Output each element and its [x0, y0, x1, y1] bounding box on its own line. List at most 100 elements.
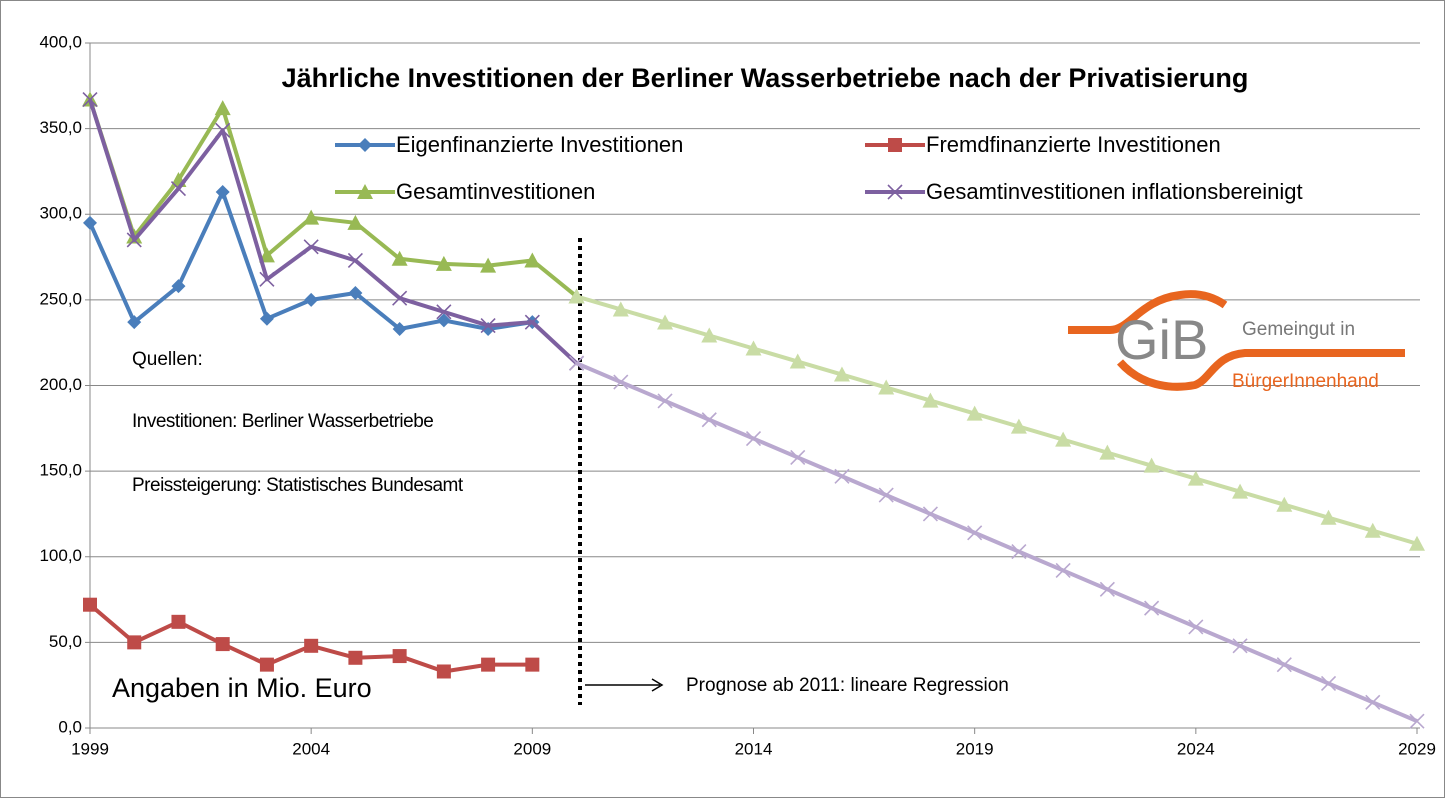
- marker: [392, 290, 408, 306]
- marker: [215, 184, 230, 199]
- marker: [613, 374, 629, 390]
- marker: [1364, 522, 1381, 538]
- marker: [480, 257, 497, 273]
- marker: [1320, 509, 1337, 525]
- series-line: [576, 294, 1418, 546]
- marker: [435, 255, 452, 271]
- marker: [745, 340, 762, 356]
- series-line: [88, 98, 578, 365]
- marker: [392, 649, 407, 664]
- marker: [171, 279, 186, 294]
- legend-marker: [887, 184, 903, 200]
- marker: [215, 637, 230, 652]
- marker: [657, 314, 674, 330]
- annotation: Quellen:: [132, 349, 203, 370]
- y-tick-label: 400,0: [39, 32, 82, 51]
- marker: [878, 379, 895, 395]
- legend-marker: [888, 138, 902, 152]
- marker: [215, 122, 231, 138]
- marker: [1365, 694, 1381, 710]
- series-line: [88, 98, 578, 299]
- marker: [657, 393, 673, 409]
- marker: [1320, 675, 1337, 692]
- marker: [701, 327, 718, 343]
- y-tick-label: 300,0: [39, 204, 82, 223]
- legend-label: Gesamtinvestitionen: [396, 179, 595, 204]
- marker: [436, 664, 451, 679]
- marker: [1010, 418, 1027, 434]
- marker: [524, 252, 541, 268]
- marker: [612, 301, 629, 317]
- marker: [1276, 496, 1293, 512]
- y-tick-label: 100,0: [39, 546, 82, 565]
- marker: [568, 288, 585, 304]
- marker: [304, 292, 319, 307]
- marker: [569, 355, 585, 371]
- marker: [701, 412, 717, 428]
- marker: [304, 638, 319, 653]
- chart-title: Jährliche Investitionen der Berliner Was…: [282, 63, 1249, 93]
- marker: [259, 271, 275, 287]
- marker: [1143, 457, 1160, 473]
- y-tick-label: 200,0: [39, 375, 82, 394]
- marker: [745, 431, 762, 447]
- series-line: [575, 361, 1418, 723]
- marker: [127, 315, 142, 330]
- marker: [436, 313, 451, 328]
- annotation: Prognose ab 2011: lineare Regression: [686, 675, 1009, 696]
- marker: [1144, 600, 1160, 616]
- marker: [303, 209, 320, 225]
- x-tick-label: 1999: [71, 739, 109, 758]
- marker: [878, 487, 894, 503]
- marker: [1232, 483, 1249, 499]
- marker: [436, 304, 452, 320]
- logo-curve: [1068, 290, 1228, 334]
- logo-text: BürgerInnenhand: [1232, 371, 1379, 392]
- marker: [303, 239, 319, 255]
- x-tick-label: 2029: [1398, 739, 1436, 758]
- marker: [83, 215, 97, 230]
- logo-curve: [1116, 349, 1405, 391]
- marker: [83, 597, 97, 612]
- marker: [789, 353, 806, 369]
- marker: [391, 250, 408, 266]
- x-tick-label: 2009: [513, 739, 551, 758]
- annotation: Investitionen: Berliner Wasserbetriebe: [132, 411, 433, 432]
- y-tick-label: 250,0: [39, 289, 82, 308]
- marker: [1055, 431, 1072, 447]
- marker: [392, 321, 407, 336]
- marker: [481, 657, 496, 672]
- marker: [214, 100, 231, 116]
- marker: [348, 650, 363, 665]
- marker: [171, 614, 186, 629]
- marker: [1409, 535, 1425, 551]
- marker: [347, 214, 364, 230]
- marker: [82, 91, 98, 108]
- marker: [525, 657, 540, 672]
- legend-label: Eigenfinanzierte Investitionen: [396, 132, 683, 157]
- marker: [348, 286, 363, 301]
- marker: [833, 366, 850, 382]
- marker: [524, 314, 540, 330]
- marker: [834, 468, 850, 484]
- marker: [1099, 444, 1116, 460]
- x-tick-label: 2004: [292, 739, 330, 758]
- marker: [170, 180, 187, 197]
- marker: [480, 317, 496, 334]
- marker: [922, 506, 938, 522]
- annotation: Preissteigerung: Statistisches Bundesamt: [132, 475, 464, 496]
- marker: [922, 392, 939, 408]
- marker: [126, 232, 142, 248]
- marker: [259, 311, 274, 326]
- y-tick-label: 0,0: [58, 717, 82, 736]
- x-tick-label: 2014: [735, 739, 773, 758]
- marker: [347, 252, 363, 269]
- marker: [1188, 619, 1204, 635]
- marker: [259, 657, 274, 672]
- legend-label: Fremdfinanzierte Investitionen: [926, 132, 1221, 157]
- x-tick-label: 2024: [1177, 739, 1215, 758]
- legend-marker: [358, 138, 372, 152]
- marker: [1232, 638, 1248, 654]
